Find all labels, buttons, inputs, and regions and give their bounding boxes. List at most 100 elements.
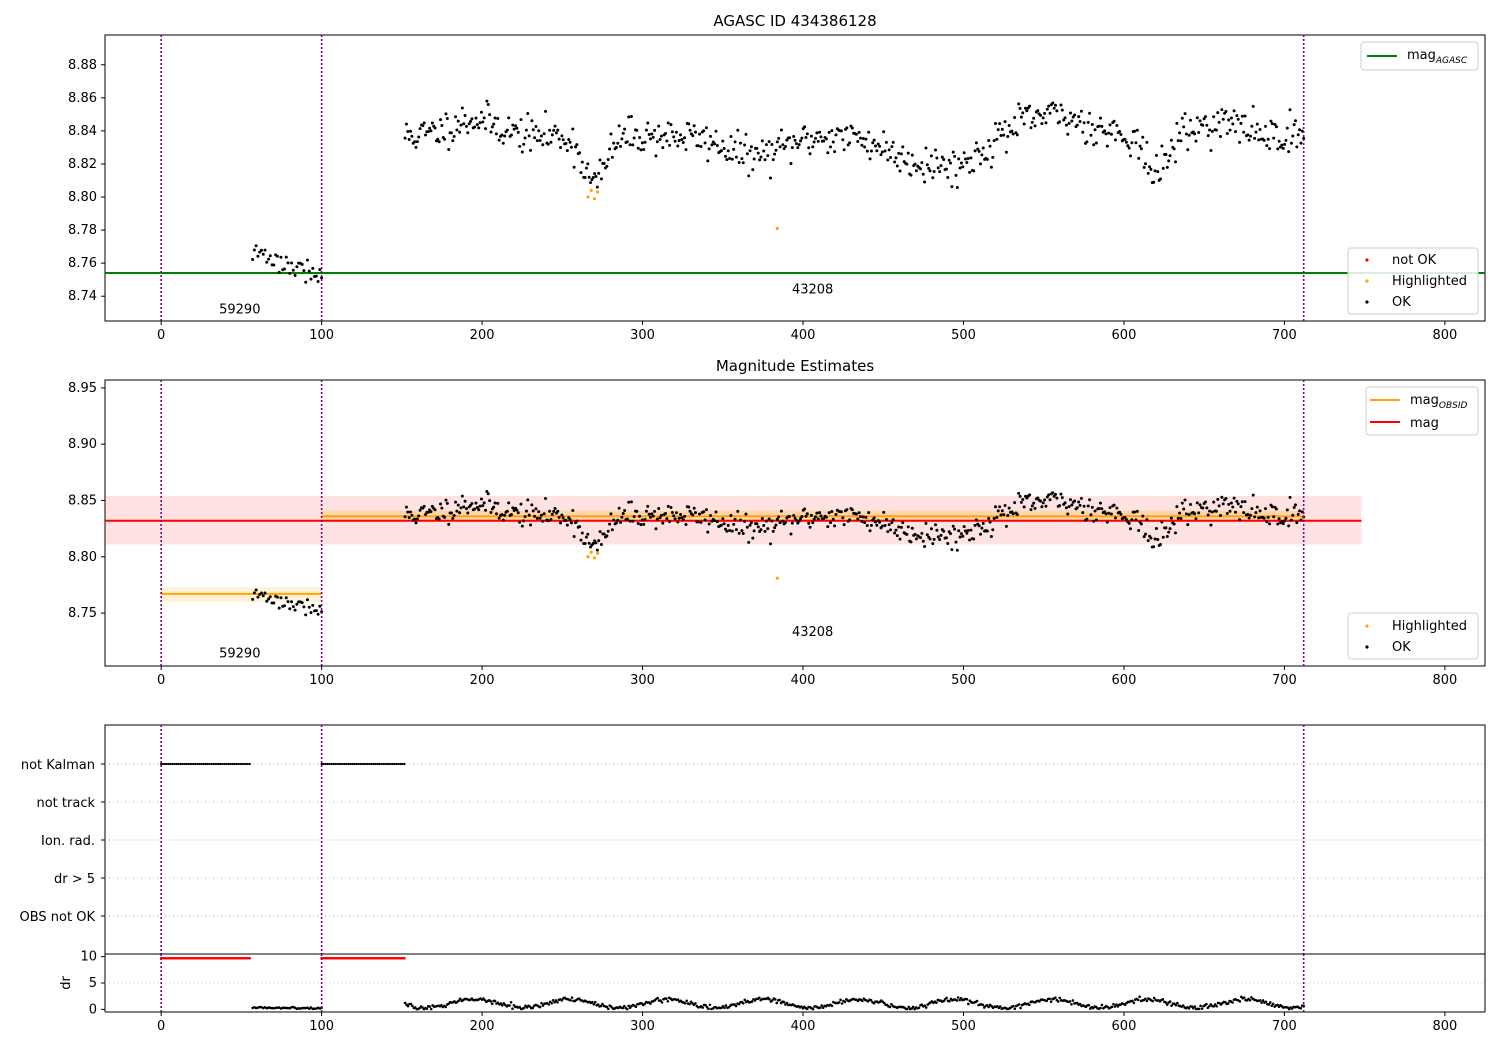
data-point (1231, 122, 1235, 126)
dr-point (771, 999, 774, 1002)
data-point (1010, 129, 1014, 133)
data-point (1232, 109, 1236, 113)
data-point (1228, 128, 1232, 132)
data-point (1184, 132, 1188, 136)
dr-point (1071, 999, 1075, 1002)
data-point (590, 178, 594, 182)
data-point (623, 127, 627, 131)
data-point (1040, 505, 1044, 509)
data-point (1098, 116, 1102, 120)
data-point (1024, 106, 1028, 110)
data-point (736, 509, 740, 513)
data-point (1197, 130, 1201, 134)
data-point (415, 517, 419, 521)
dr-point (1112, 1002, 1115, 1006)
data-point (1257, 138, 1261, 142)
data-point (684, 523, 688, 527)
data-point (771, 158, 775, 162)
data-point (706, 530, 710, 534)
x-tick-label: 500 (951, 1019, 976, 1034)
data-point (473, 507, 477, 511)
data-point (609, 132, 613, 136)
data-point (307, 605, 311, 609)
data-point (479, 110, 483, 114)
dr-point (531, 1006, 535, 1010)
flag-point (225, 762, 228, 766)
x-tick-label: 800 (1432, 673, 1457, 688)
data-point (1011, 512, 1015, 516)
data-point (702, 510, 706, 514)
data-point (516, 130, 520, 134)
data-point (905, 532, 909, 536)
data-point (514, 124, 518, 128)
data-point (261, 252, 265, 256)
data-point (927, 166, 931, 170)
dr-point (605, 1005, 609, 1009)
capped-dr-point (184, 956, 188, 960)
data-point (523, 515, 527, 519)
flag-point (181, 762, 184, 766)
data-point (694, 511, 698, 515)
x-tick-label: 700 (1272, 328, 1297, 343)
dr-point (1152, 996, 1156, 1000)
data-point (842, 523, 846, 527)
dr-point (1078, 1002, 1082, 1006)
data-point (494, 512, 498, 516)
data-point (950, 185, 954, 189)
data-point (935, 156, 939, 160)
data-point (1165, 165, 1169, 169)
data-point (565, 523, 569, 527)
data-point (531, 128, 535, 132)
capped-dr-point (196, 956, 200, 960)
data-point (454, 500, 458, 504)
data-point (905, 162, 909, 166)
data-point (1225, 512, 1229, 516)
data-point (669, 505, 673, 509)
capped-dr-point (376, 956, 379, 960)
data-point (857, 511, 861, 515)
data-point (977, 524, 981, 528)
dr-point (1028, 1003, 1031, 1007)
capped-dr-point (231, 956, 234, 960)
data-point (1011, 132, 1015, 136)
data-point (936, 166, 940, 170)
data-point (889, 155, 893, 159)
data-point (737, 160, 741, 164)
capped-dr-point (360, 956, 364, 960)
data-point (819, 135, 823, 139)
data-point (598, 158, 602, 162)
data-point (544, 109, 548, 113)
data-point (778, 521, 782, 525)
data-point (1183, 498, 1187, 502)
data-point (894, 156, 898, 160)
data-point (1217, 504, 1221, 508)
data-point (999, 513, 1003, 517)
dr-point (1268, 1001, 1272, 1004)
data-point (1158, 177, 1162, 181)
data-point (681, 518, 685, 522)
capped-dr-point (200, 956, 203, 960)
data-point (546, 519, 550, 523)
dr-point (869, 998, 873, 1002)
flag-point (362, 762, 366, 766)
dr-point (493, 999, 497, 1003)
data-point (284, 596, 288, 600)
flag-point (334, 762, 337, 766)
data-point (692, 124, 696, 128)
data-point (459, 506, 463, 510)
data-point (957, 529, 961, 533)
data-point (703, 518, 707, 522)
data-point (586, 532, 590, 536)
data-point (275, 254, 279, 258)
data-point (1040, 122, 1044, 126)
data-point (884, 518, 888, 522)
data-point (251, 597, 255, 601)
data-point (957, 157, 961, 161)
data-point (252, 591, 256, 595)
data-point (439, 502, 443, 506)
data-point (864, 515, 868, 519)
data-point (861, 136, 865, 140)
dr-point (945, 996, 948, 1000)
data-point (1058, 504, 1062, 508)
data-point (1002, 513, 1006, 517)
